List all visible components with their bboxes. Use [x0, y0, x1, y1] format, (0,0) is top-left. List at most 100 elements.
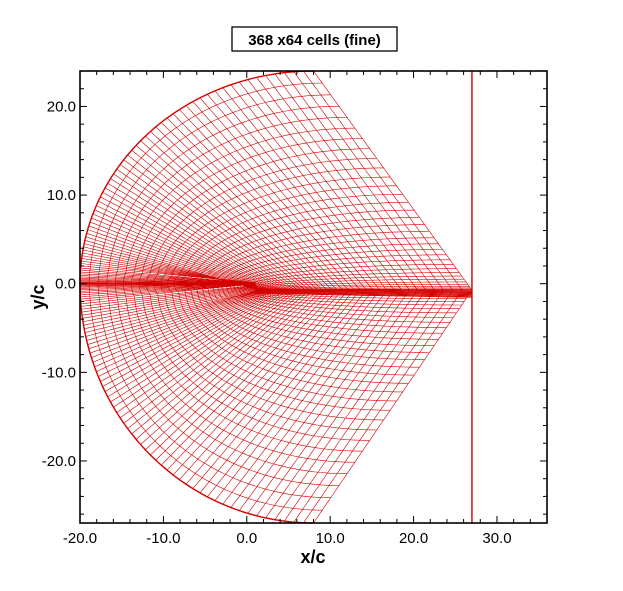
mesh-radial-line: [94, 289, 270, 368]
mesh-radial-line: [131, 289, 306, 435]
y-tick-label: 20.0: [47, 98, 76, 115]
mesh-radial-line: [123, 289, 299, 424]
mesh-radial-line: [230, 84, 395, 291]
mesh-radial-line: [247, 289, 410, 514]
mesh-radial-line: [256, 77, 418, 291]
mesh-radial-line: [98, 289, 274, 377]
mesh-radial-line: [293, 289, 453, 523]
mesh-radial-line: [100, 196, 276, 291]
mesh-radial-line: [80, 284, 249, 294]
mesh-wrap-line: [146, 158, 377, 431]
mesh-wrap-line: [123, 127, 355, 463]
mesh-lines: [79, 70, 473, 524]
mesh-radial-line: [222, 289, 388, 505]
mesh-wrap-line: [153, 167, 384, 421]
mesh-radial-line: [80, 273, 250, 284]
mesh-radial-line: [166, 289, 338, 471]
mesh-radial-line: [80, 276, 249, 284]
mesh-radial-line: [85, 236, 261, 291]
x-tick-label: -20.0: [63, 530, 97, 547]
mesh-radial-line: [140, 289, 314, 445]
mesh-wrap-line: [106, 105, 340, 486]
wake-line: [255, 292, 472, 298]
mesh-radial-line: [247, 79, 410, 291]
x-tick-label: 30.0: [482, 530, 511, 547]
mesh-radial-line: [303, 289, 463, 523]
wake-line: [255, 291, 472, 296]
mesh-wrap-line: [131, 138, 363, 452]
mesh-radial-line: [85, 289, 261, 337]
mesh-wrap-line: [196, 224, 425, 360]
mesh-radial-line: [185, 289, 355, 485]
mesh-wrap-line: [235, 275, 462, 306]
mesh-wrap-line: [206, 237, 435, 346]
mesh-radial-line: [155, 289, 328, 461]
mesh-radial-line: [87, 229, 263, 291]
mesh-wrap-line: [179, 202, 409, 384]
mesh-radial-line: [91, 289, 267, 358]
x-tick-label: 10.0: [316, 530, 345, 547]
mesh-wrap-line: [191, 217, 420, 368]
mesh-radial-line: [303, 71, 463, 291]
mesh-radial-line: [313, 289, 473, 524]
mesh-radial-line: [145, 289, 319, 450]
mesh-radial-line: [96, 289, 272, 372]
wake-line: [255, 290, 472, 295]
mesh-radial-line: [274, 73, 435, 291]
wake-line: [255, 292, 472, 297]
mesh-wrap-line: [233, 272, 460, 310]
x-tick-label: 0.0: [236, 530, 257, 547]
mesh-radial-line: [116, 168, 292, 291]
mesh-radial-line: [89, 289, 266, 354]
mesh-radial-line: [265, 75, 427, 291]
mesh-radial-line: [179, 289, 349, 480]
mesh-radial-line: [127, 154, 303, 291]
mesh-radial-line: [96, 205, 272, 291]
mesh-radial-line: [110, 178, 286, 291]
mesh-radial-line: [100, 289, 276, 382]
mesh-radial-line: [80, 284, 249, 292]
mesh-radial-line: [80, 277, 248, 284]
mesh-wrap-line: [238, 278, 465, 302]
mesh-radial-line: [135, 145, 310, 291]
wake-line: [255, 291, 472, 296]
mesh-radial-line: [293, 71, 453, 291]
mesh-radial-line: [88, 225, 264, 291]
y-tick-label: 0.0: [55, 276, 76, 293]
mesh-radial-line: [284, 289, 444, 522]
mesh-radial-line: [80, 283, 248, 291]
mesh-wrap-line: [215, 249, 443, 334]
mesh-radial-line: [199, 97, 367, 291]
mesh-radial-line: [214, 289, 381, 501]
mesh-radial-line: [82, 288, 258, 322]
wake-line: [255, 290, 472, 295]
mesh-radial-line: [179, 109, 349, 291]
mesh-radial-line: [230, 289, 395, 508]
y-tick-labels: 20.0 10.0 0.0 -10.0 -20.0: [42, 98, 76, 470]
mesh-radial-line: [116, 289, 292, 413]
x-tick-label: 20.0: [399, 530, 428, 547]
mesh-radial-line: [102, 289, 279, 387]
mesh-wrap-line: [160, 176, 391, 411]
mesh-radial-line: [81, 286, 256, 313]
wake-line: [255, 289, 472, 293]
mesh-radial-line: [150, 131, 323, 291]
mesh-radial-line: [84, 289, 260, 333]
mesh-wrap-line: [223, 259, 451, 323]
mesh-radial-line: [313, 70, 473, 291]
mesh-radial-line: [86, 289, 262, 341]
title-frame: [231, 26, 398, 52]
y-tick-label: -20.0: [42, 453, 76, 470]
mesh-radial-line: [207, 94, 374, 291]
mesh-radial-line: [123, 159, 299, 291]
mesh-radial-line: [135, 289, 310, 440]
mesh-radial-line: [104, 289, 281, 392]
mesh-radial-line: [91, 217, 267, 291]
mesh-radial-line: [239, 289, 403, 511]
mesh-wrap-line: [138, 148, 370, 441]
y-tick-label: 10.0: [47, 187, 76, 204]
mesh-radial-line: [80, 284, 256, 305]
mesh-radial-line: [150, 289, 323, 456]
mesh-wrap-line: [226, 264, 454, 318]
